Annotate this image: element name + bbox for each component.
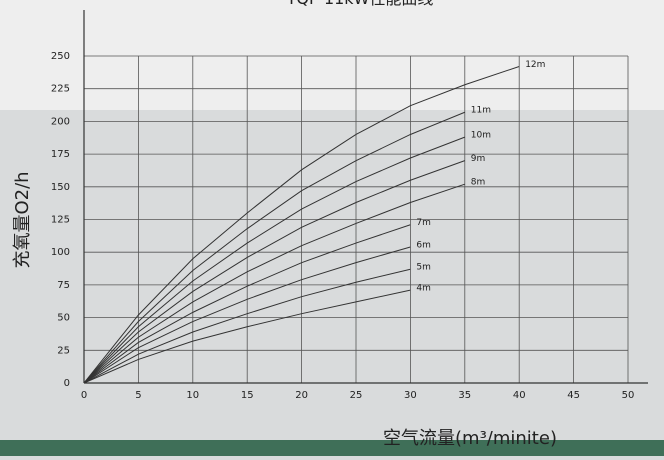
x-tick-label: 15 bbox=[241, 390, 254, 401]
series-line bbox=[83, 136, 465, 384]
y-tick-label: 100 bbox=[51, 247, 70, 258]
y-tick-label: 75 bbox=[57, 280, 70, 291]
x-tick-label: 5 bbox=[135, 390, 141, 401]
series-label: 8m bbox=[471, 178, 486, 188]
bottom-band bbox=[0, 440, 664, 456]
chart-title: YQF-11kW性能曲线 bbox=[286, 0, 434, 8]
x-tick-label: 10 bbox=[186, 390, 199, 401]
y-tick-label: 175 bbox=[51, 149, 70, 160]
x-tick-label: 50 bbox=[622, 390, 635, 401]
x-tick-label: 30 bbox=[404, 390, 417, 401]
series-label: 5m bbox=[416, 263, 431, 273]
series-line bbox=[83, 183, 465, 384]
x-tick-label: 0 bbox=[81, 390, 87, 401]
y-tick-label: 150 bbox=[51, 182, 70, 193]
x-tick-label: 25 bbox=[350, 390, 363, 401]
series-label: 7m bbox=[416, 218, 431, 228]
series-line bbox=[83, 289, 411, 384]
series-line bbox=[83, 224, 411, 384]
y-tick-label: 250 bbox=[51, 51, 70, 62]
series-line bbox=[83, 160, 465, 384]
y-tick-label: 125 bbox=[51, 215, 70, 226]
y-axis-label: 充氧量O2/h bbox=[12, 171, 33, 268]
series-line bbox=[83, 65, 520, 384]
series-label: 9m bbox=[471, 154, 486, 164]
x-tick-label: 45 bbox=[567, 390, 580, 401]
series-label: 10m bbox=[471, 131, 491, 141]
series-line bbox=[83, 246, 411, 384]
series-line bbox=[83, 111, 465, 384]
series-label: 6m bbox=[416, 240, 431, 250]
top-band bbox=[0, 0, 664, 110]
x-tick-label: 20 bbox=[295, 390, 308, 401]
x-tick-label: 40 bbox=[513, 390, 526, 401]
y-tick-label: 225 bbox=[51, 84, 70, 95]
y-tick-label: 0 bbox=[64, 378, 70, 389]
series-line bbox=[83, 268, 411, 384]
series-label: 11m bbox=[471, 106, 491, 116]
x-tick-label: 35 bbox=[458, 390, 471, 401]
x-axis-label: 空气流量(m³/minite) bbox=[383, 428, 557, 449]
y-tick-label: 200 bbox=[51, 116, 70, 127]
series-label: 12m bbox=[525, 60, 545, 70]
series-label: 4m bbox=[416, 284, 431, 294]
y-tick-label: 50 bbox=[57, 313, 70, 324]
y-tick-label: 25 bbox=[57, 345, 70, 356]
